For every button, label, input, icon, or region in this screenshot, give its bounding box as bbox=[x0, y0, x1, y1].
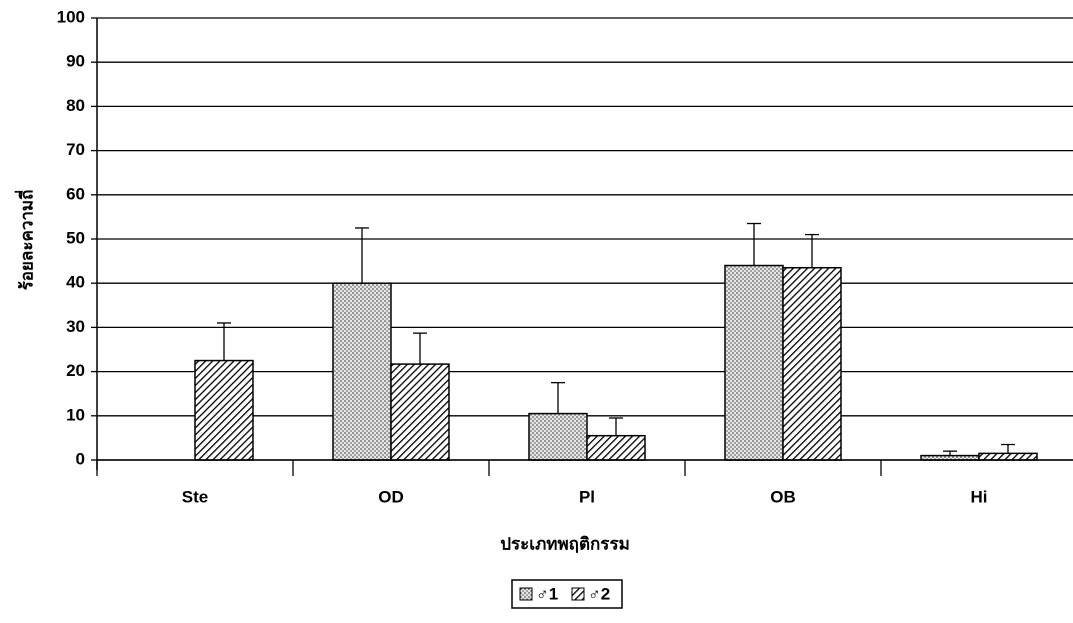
y-tick-label: 50 bbox=[66, 228, 85, 247]
legend-label: ♂2 bbox=[588, 584, 610, 603]
y-tick-label: 0 bbox=[76, 449, 85, 468]
y-tick-label: 70 bbox=[66, 140, 85, 159]
y-tick-label: 20 bbox=[66, 361, 85, 380]
x-tick-label: OB bbox=[770, 487, 796, 506]
y-tick-label: 40 bbox=[66, 273, 85, 292]
bar bbox=[978, 452, 1038, 461]
y-axis-label: ร้อยละความถี่ bbox=[14, 190, 36, 291]
bar bbox=[528, 412, 588, 461]
bar bbox=[390, 363, 450, 461]
y-tick-label: 30 bbox=[66, 317, 85, 336]
legend-label: ♂1 bbox=[536, 584, 558, 603]
x-tick-label: OD bbox=[378, 487, 404, 506]
y-tick-label: 90 bbox=[66, 52, 85, 71]
y-tick-label: 80 bbox=[66, 96, 85, 115]
y-tick-label: 10 bbox=[66, 405, 85, 424]
bar bbox=[194, 359, 254, 461]
legend-swatch bbox=[519, 587, 533, 601]
y-tick-label: 60 bbox=[66, 184, 85, 203]
bar bbox=[782, 266, 842, 461]
bar bbox=[332, 282, 392, 461]
bar bbox=[586, 434, 646, 461]
x-tick-label: Hi bbox=[971, 487, 988, 506]
x-tick-label: Ste bbox=[182, 487, 208, 506]
x-tick-label: Pl bbox=[579, 487, 595, 506]
y-tick-label: 100 bbox=[57, 7, 85, 26]
x-axis-label: ประเภทพฤติกรรม bbox=[500, 534, 630, 553]
bar bbox=[724, 264, 784, 461]
legend-swatch bbox=[571, 587, 585, 601]
